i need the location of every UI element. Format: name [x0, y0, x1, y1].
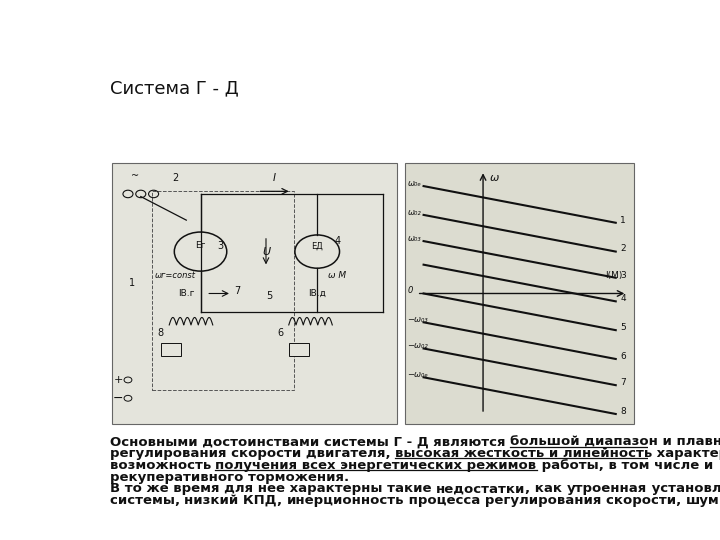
- Text: высокая жесткость и линейность: высокая жесткость и линейность: [395, 447, 652, 460]
- Text: 4: 4: [621, 294, 626, 303]
- Text: 7: 7: [621, 378, 626, 387]
- Text: шум: шум: [686, 494, 720, 507]
- Text: инерционность: инерционность: [287, 494, 404, 507]
- Bar: [112, 163, 397, 424]
- Bar: [161, 343, 181, 356]
- Text: ω₀₂: ω₀₂: [408, 208, 421, 217]
- Text: В то же время для нее характерны такие: В то же время для нее характерны такие: [109, 482, 436, 495]
- Text: −ω₀ₑ: −ω₀ₑ: [408, 370, 428, 379]
- Text: EД: EД: [311, 242, 323, 251]
- Text: ,: ,: [276, 494, 287, 507]
- Text: регулирования скорости двигателя,: регулирования скорости двигателя,: [109, 447, 395, 460]
- Text: работы, в том числе и: работы, в том числе и: [536, 459, 713, 472]
- Text: большой диапазон и плавность: большой диапазон и плавность: [510, 436, 720, 449]
- Text: Основными достоинствами системы Г - Д являются: Основными достоинствами системы Г - Д яв…: [109, 436, 510, 449]
- Text: утроенная: утроенная: [567, 482, 647, 495]
- Text: 7: 7: [235, 286, 240, 296]
- Text: низкий КПД: низкий КПД: [184, 494, 276, 507]
- Text: −: −: [113, 392, 123, 405]
- Text: получения всех энергетических режимов: получения всех энергетических режимов: [215, 459, 536, 472]
- Text: 2: 2: [621, 245, 626, 253]
- Text: , как: , как: [525, 482, 567, 495]
- Text: 6: 6: [277, 328, 283, 338]
- Text: +: +: [113, 375, 122, 385]
- Text: рекуперативного торможения.: рекуперативного торможения.: [109, 471, 348, 484]
- Text: IВ.д: IВ.д: [308, 289, 326, 298]
- Text: U: U: [262, 247, 270, 256]
- Text: 5: 5: [621, 323, 626, 332]
- Bar: [289, 343, 309, 356]
- Text: установленная: установленная: [647, 482, 720, 495]
- Text: ωг=const: ωг=const: [154, 271, 195, 280]
- Text: характеристик,: характеристик,: [652, 447, 720, 460]
- Text: 8: 8: [621, 407, 626, 416]
- Text: 4: 4: [334, 236, 341, 246]
- Text: ω M: ω M: [328, 271, 346, 280]
- Text: 0: 0: [408, 286, 413, 295]
- Text: −ω₀₂: −ω₀₂: [408, 341, 428, 350]
- Text: 3: 3: [217, 241, 223, 251]
- Text: 6: 6: [621, 352, 626, 361]
- Text: −ω₀₃: −ω₀₃: [408, 315, 428, 324]
- Text: ~: ~: [131, 171, 139, 180]
- Text: I: I: [273, 173, 276, 183]
- Text: 2: 2: [172, 173, 178, 183]
- Text: системы,: системы,: [109, 494, 184, 507]
- Text: IВ.г: IВ.г: [178, 289, 194, 298]
- Bar: [405, 163, 634, 424]
- Text: I(M): I(M): [606, 272, 623, 280]
- Text: процесса регулирования скорости,: процесса регулирования скорости,: [404, 494, 686, 507]
- Text: ω₀ₑ: ω₀ₑ: [408, 179, 421, 188]
- Text: Eг: Eг: [195, 241, 206, 250]
- Text: ω₀₃: ω₀₃: [408, 234, 421, 243]
- Text: недостатки: недостатки: [436, 482, 525, 495]
- Text: 5: 5: [266, 291, 272, 301]
- Text: ω: ω: [490, 173, 499, 183]
- Text: 1: 1: [621, 215, 626, 225]
- Text: Система Г - Д: Система Г - Д: [109, 79, 238, 97]
- Text: 3: 3: [621, 271, 626, 280]
- Text: 8: 8: [158, 328, 163, 338]
- Text: 1: 1: [129, 278, 135, 288]
- Bar: [152, 191, 294, 390]
- Text: возможность: возможность: [109, 459, 215, 472]
